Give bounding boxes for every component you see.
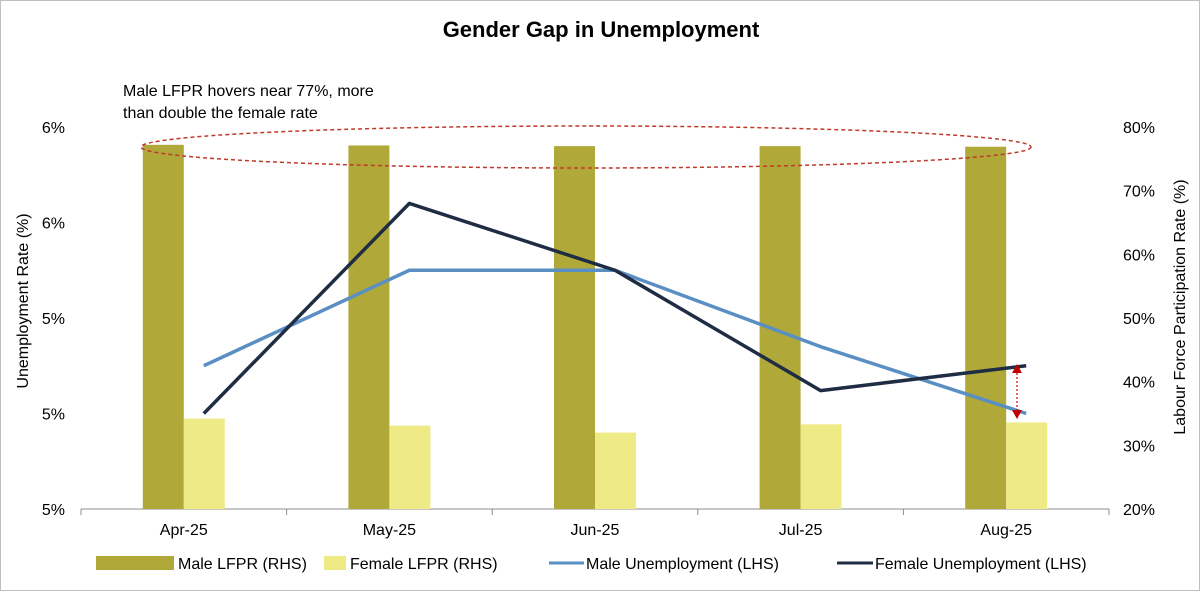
left-tick-label: 6% [42, 120, 65, 137]
left-tick-label: 5% [42, 407, 65, 424]
line-female-unemployment [202, 201, 1027, 415]
right-tick-label: 40% [1123, 375, 1155, 392]
right-axis-ticks: 20% 30% 40% 50% 60% 70% 80% [1123, 120, 1155, 519]
annotation-line-2: than double the female rate [123, 105, 318, 122]
x-tick-label: Apr-25 [160, 522, 208, 539]
x-tick-label: Jul-25 [779, 522, 823, 539]
bar-male-lfpr [142, 144, 184, 509]
right-tick-label: 80% [1123, 120, 1155, 137]
bars-group [142, 144, 1048, 510]
legend-swatch-male-lfpr [96, 556, 174, 570]
bar-male-lfpr [348, 145, 390, 510]
bar-male-lfpr [965, 146, 1007, 509]
annotation-ellipse [140, 125, 1032, 169]
legend-label-male-lfpr: Male LFPR (RHS) [178, 556, 307, 573]
left-axis-title: Unemployment Rate (%) [15, 213, 32, 388]
bar-female-lfpr [595, 432, 636, 509]
x-tick-label: Jun-25 [571, 522, 620, 539]
bar-female-lfpr [1006, 422, 1048, 509]
gap-marker-arrow-up [1012, 364, 1022, 373]
legend-label-female-lfpr: Female LFPR (RHS) [350, 556, 498, 573]
bar-male-lfpr [554, 146, 595, 509]
left-tick-label: 5% [42, 311, 65, 328]
legend: Male LFPR (RHS) Female LFPR (RHS) Male U… [96, 556, 1087, 573]
lines-group [202, 201, 1027, 416]
left-axis-ticks: 5% 5% 5% 6% 6% [42, 120, 65, 519]
right-tick-label: 60% [1123, 247, 1155, 264]
right-axis-title: Labour Force Participation Rate (%) [1172, 179, 1189, 434]
bar-female-lfpr [800, 424, 842, 509]
x-tick-label: May-25 [363, 522, 416, 539]
x-axis-ticks: Apr-25 May-25 Jun-25 Jul-25 Aug-25 [80, 509, 1110, 539]
gap-marker-arrow-down [1012, 410, 1022, 419]
right-tick-label: 70% [1123, 184, 1155, 201]
right-tick-label: 20% [1123, 502, 1155, 519]
left-tick-label: 6% [42, 216, 65, 233]
chart-title: Gender Gap in Unemployment [443, 17, 760, 42]
legend-swatch-female-lfpr [324, 556, 346, 570]
left-tick-label: 5% [42, 502, 65, 519]
bar-female-lfpr [389, 425, 431, 509]
legend-label-male-unemp: Male Unemployment (LHS) [586, 556, 779, 573]
line-male-unemployment [203, 268, 1027, 416]
annotation-line-1: Male LFPR hovers near 77%, more [123, 83, 374, 100]
right-tick-label: 50% [1123, 311, 1155, 328]
x-tick-label: Aug-25 [980, 522, 1032, 539]
bar-female-lfpr [183, 418, 225, 509]
legend-label-female-unemp: Female Unemployment (LHS) [875, 556, 1087, 573]
right-tick-label: 30% [1123, 438, 1155, 455]
